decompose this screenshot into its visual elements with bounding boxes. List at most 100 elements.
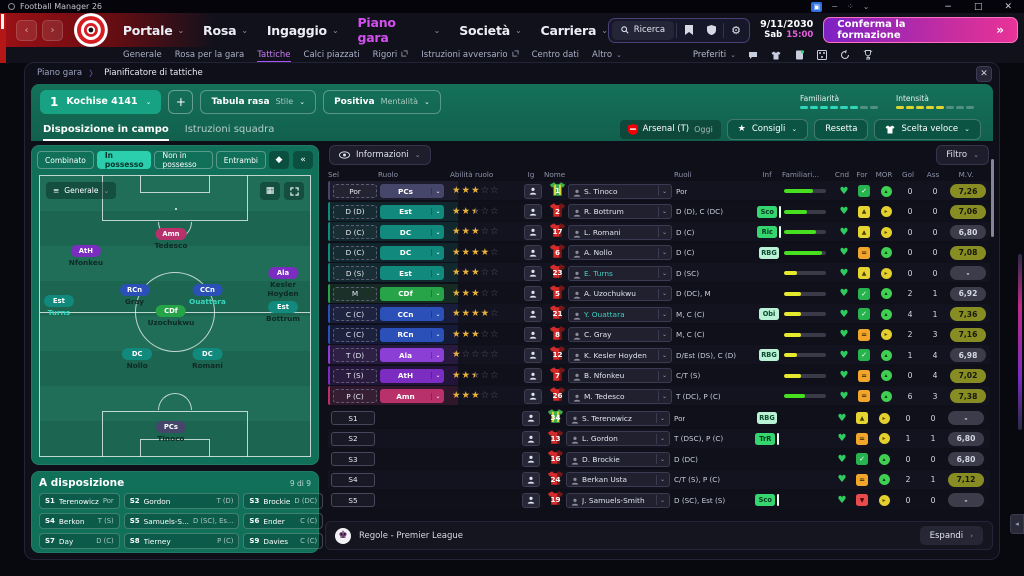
pitch-player-tedesco[interactable]: Amn Tedesco: [155, 221, 187, 250]
info-badge[interactable]: Sco: [757, 205, 781, 218]
player-select-dropdown[interactable]: E. Turns ⌄: [568, 265, 672, 281]
close-icon[interactable]: ✕: [976, 66, 992, 82]
pitch-player-tinoco[interactable]: PCs Tinoco: [155, 414, 186, 443]
subnav-item-altro[interactable]: Altro ⌄: [592, 47, 622, 63]
role-dropdown[interactable]: PCs ⌄: [380, 184, 444, 198]
back-button[interactable]: ‹: [16, 19, 37, 41]
player-select-dropdown[interactable]: L. Romani ⌄: [568, 224, 672, 240]
bench-slot-s8[interactable]: S8 Tierney P (C): [123, 533, 240, 549]
player-instructions-button[interactable]: [524, 327, 542, 342]
table-row-b-nfonkeu[interactable]: T (S)AtH⌄★★★★☆☆7B. Nfonkeu⌄C/T (S)♥=▴047…: [328, 365, 990, 385]
table-row-r-bottrum[interactable]: D (D)Est⌄★★★★☆☆2R. Bottrum⌄D (D), C (DC)…: [328, 201, 990, 221]
player-select-dropdown[interactable]: Berkan Usta ⌄: [566, 472, 670, 487]
bench-slot-s6[interactable]: S6 Ender C (C): [243, 513, 324, 529]
info-badge[interactable]: RBG: [757, 412, 777, 424]
chat-icon[interactable]: [745, 48, 761, 62]
table-row-d-brockie[interactable]: S3 16 D. Brockie ⌄ D (DC) ♥ ✓ ▴ 0 0 6,80: [328, 449, 990, 468]
game-date[interactable]: 9/11/2030 Sab 15:00: [760, 19, 813, 41]
info-badge[interactable]: RBG: [759, 349, 779, 361]
table-row-y-ouattara[interactable]: C (C) CCn ⌄ ★ ★ ★ ★ ☆ 21 Y. Ouattara ⌄ M, C (C) Obi ♥…: [328, 304, 990, 323]
table-row-a-uzochukwu[interactable]: M CDf ⌄ ★ ★ ★ ☆ ☆ 5 A. Uzochukwu ⌄ D (DC), M ♥ ✓ ▴ 2 1 6,…: [328, 283, 990, 303]
player-select-dropdown[interactable]: A. Uzochukwu ⌄: [568, 286, 672, 301]
window-maximize-button[interactable]: □: [973, 1, 983, 12]
selection-box[interactable]: D (C): [333, 245, 377, 260]
role-dropdown[interactable]: CCn ⌄: [380, 307, 444, 321]
pitch-view-dropdown[interactable]: ≡ Generale ⌄: [46, 182, 117, 199]
selection-box[interactable]: Por: [333, 184, 377, 198]
subnav-item-calci-piazzati[interactable]: Calci piazzati: [304, 47, 360, 63]
nav-item-rosa[interactable]: Rosa ⌄: [203, 23, 248, 38]
mentality-dropdown[interactable]: Positiva Mentalità ⌄: [323, 89, 441, 114]
info-badge[interactable]: Ric: [757, 226, 781, 238]
expand-pitch-icon[interactable]: [284, 182, 304, 200]
role-dropdown[interactable]: DC ⌄: [380, 225, 444, 239]
subnav-item-tattiche[interactable]: Tattiche: [257, 47, 291, 63]
nav-item-piano-gara[interactable]: Piano gara ⌄: [357, 15, 440, 45]
player-select-dropdown[interactable]: D. Brockie ⌄: [566, 451, 670, 467]
role-dropdown[interactable]: CDf ⌄: [380, 286, 444, 301]
pitch-player-turns[interactable]: Est Turns: [43, 288, 74, 317]
pitch-player-ouattara[interactable]: CCn Ouattara: [189, 277, 226, 306]
shield-icon[interactable]: [701, 21, 721, 40]
selection-box[interactable]: C (C): [333, 327, 377, 342]
expand-button[interactable]: Espandi ›: [919, 526, 983, 545]
role-dropdown[interactable]: Amn ⌄: [380, 389, 444, 403]
pitch-player-nfonkeu[interactable]: AtH Nfonkeu: [69, 238, 103, 267]
player-select-dropdown[interactable]: L. Gordon ⌄: [566, 431, 670, 446]
player-instructions-button[interactable]: [524, 204, 542, 219]
player-select-dropdown[interactable]: B. Nfonkeu ⌄: [568, 368, 672, 383]
role-dropdown[interactable]: Est ⌄: [380, 266, 444, 280]
player-instructions-button[interactable]: [524, 245, 542, 260]
tool-chevron-icon[interactable]: ⌄: [862, 2, 870, 11]
selection-box[interactable]: T (D): [333, 348, 377, 362]
bench-slot-s2[interactable]: S2 Gordon T (D): [123, 493, 240, 509]
reset-button[interactable]: Resetta: [814, 118, 869, 140]
nav-item-carriera[interactable]: Carriera ⌄: [540, 23, 607, 38]
table-row-s-terenowicz[interactable]: S1 34 S. Terenowicz ⌄ Por RBG ♥ ▲ ▸ 0 0 -: [328, 408, 990, 427]
player-instructions-button[interactable]: [524, 224, 542, 240]
breadcrumb-parent[interactable]: Piano gara: [37, 68, 83, 78]
bench-slot-s9[interactable]: S9 Davies C (C): [243, 533, 324, 549]
player-instructions-button[interactable]: [522, 492, 540, 508]
selection-box[interactable]: D (D): [333, 204, 377, 219]
table-row-e-turns[interactable]: D (S) Est ⌄ ★ ★ ★ ☆ ☆ 23 E. Turns ⌄ D (SC) ♥ ▲ ▸ 0 0-: [328, 263, 990, 282]
nav-item-portale[interactable]: Portale ⌄: [123, 23, 184, 38]
quick-pick-button[interactable]: Scelta veloce ⌄: [874, 118, 981, 140]
table-row-j-samuels-smith[interactable]: S5 19 J. Samuels-Smith ⌄ D (SC), Est (S) Sco ♥…: [328, 490, 990, 509]
search-button[interactable]: Ricerca: [611, 20, 675, 40]
player-select-dropdown[interactable]: S. Tinoco ⌄: [568, 183, 672, 199]
player-instructions-button[interactable]: [524, 347, 542, 363]
selection-box[interactable]: M: [333, 286, 377, 301]
pitch-player-uzochukwu[interactable]: CDf Uzochukwu: [148, 298, 194, 327]
diamond-tool-icon[interactable]: ◆: [269, 151, 289, 169]
add-tactic-button[interactable]: +: [168, 89, 194, 114]
pitch-filter-in-possesso[interactable]: In possesso: [96, 151, 152, 169]
tool-dots-icon[interactable]: ⁘: [846, 2, 854, 11]
pitch[interactable]: ≡ Generale ⌄ ▦ Amn Tedesco AtH Nfo: [39, 175, 311, 457]
info-badge[interactable]: Sco: [755, 494, 779, 506]
selection-box[interactable]: S3: [331, 452, 375, 466]
info-view-dropdown[interactable]: Informazioni ⌄: [329, 145, 431, 165]
table-row-m-tedesco[interactable]: P (C) Amn ⌄ ★ ★ ★ ☆ ☆ 26 M. Tedesco ⌄ T (DC), P (C)…: [328, 386, 990, 405]
selection-box[interactable]: T (S): [333, 368, 377, 383]
club-logo[interactable]: [73, 12, 109, 48]
player-instructions-button[interactable]: [522, 431, 540, 446]
refresh-icon[interactable]: [837, 48, 853, 62]
table-row-l-gordon[interactable]: S2 13 L. Gordon ⌄ T (DSC), P (C) TrR ♥ = ▸ 1 1 6,80: [328, 428, 990, 448]
confirm-lineup-button[interactable]: Conferma la formazione »: [823, 17, 1018, 43]
tab-istruzioni-squadra[interactable]: Istruzioni squadra: [184, 123, 275, 135]
table-row-l-romani[interactable]: D (C) DC ⌄ ★ ★ ★ ☆ ☆ 17 L. Romani ⌄ D (C) Ric ♥ ▲ ▸ 0 0 6,…: [328, 222, 990, 241]
selection-box[interactable]: S4: [331, 472, 375, 487]
subnav-item-rosa-per-la-gara[interactable]: Rosa per la gara: [175, 47, 244, 63]
subnav-item-centro-dati[interactable]: Centro dati: [532, 47, 579, 63]
player-select-dropdown[interactable]: C. Gray ⌄: [568, 327, 672, 342]
bench-slot-s4[interactable]: S4 Berkon T (S): [39, 513, 120, 529]
snip-tool-icon[interactable]: ▣: [811, 1, 823, 12]
forward-button[interactable]: ›: [42, 19, 63, 41]
selection-box[interactable]: C (C): [333, 307, 377, 321]
gear-icon[interactable]: ⚙: [731, 23, 742, 37]
pitch-filter-non-in-possesso[interactable]: Non in possesso: [154, 151, 213, 169]
player-select-dropdown[interactable]: Y. Ouattara ⌄: [568, 306, 672, 322]
formation-icon[interactable]: [814, 48, 830, 62]
next-opponent-chip[interactable]: Arsenal (T) Oggi: [619, 119, 721, 139]
